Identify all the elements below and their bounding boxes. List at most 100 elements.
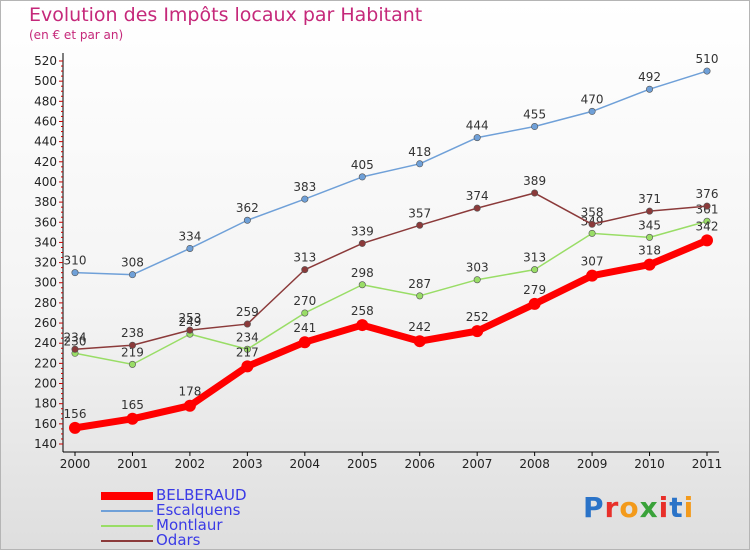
- x-tick-label: 2001: [117, 457, 148, 471]
- data-label: 259: [236, 305, 259, 319]
- legend-item-escalquens: Escalquens: [101, 501, 301, 519]
- data-label: 258: [351, 304, 374, 318]
- data-point: [416, 160, 424, 168]
- legend-swatch: [101, 510, 153, 512]
- data-label: 358: [581, 205, 604, 219]
- legend-swatch: [101, 492, 153, 500]
- x-tick-label: 2011: [692, 457, 723, 471]
- x-tick-label: 2009: [577, 457, 608, 471]
- data-point: [473, 204, 481, 212]
- y-tick-label: 240: [34, 336, 57, 350]
- y-tick-label: 140: [34, 437, 57, 451]
- data-point: [358, 239, 366, 247]
- data-label: 339: [351, 224, 374, 238]
- y-tick-label: 220: [34, 356, 57, 370]
- y-tick-label: 160: [34, 417, 57, 431]
- legend-item-montlaur: Montlaur: [101, 516, 301, 534]
- data-label: 455: [523, 108, 546, 122]
- data-point: [128, 360, 136, 368]
- data-point: [358, 281, 366, 289]
- data-label: 376: [696, 187, 719, 201]
- data-label: 165: [121, 398, 144, 412]
- data-point: [646, 85, 654, 93]
- y-tick-label: 280: [34, 296, 57, 310]
- data-point: [71, 269, 79, 277]
- data-label: 345: [638, 218, 661, 232]
- data-label: 362: [236, 201, 259, 215]
- data-label: 241: [293, 321, 316, 335]
- data-point: [473, 134, 481, 142]
- data-label: 219: [121, 345, 144, 359]
- data-point: [71, 345, 79, 353]
- data-point: [473, 276, 481, 284]
- data-point: [128, 271, 136, 279]
- series-line-escalquens: [74, 70, 708, 276]
- y-tick-label: 440: [34, 135, 57, 149]
- data-point: [416, 221, 424, 229]
- x-tick-label: 2004: [290, 457, 321, 471]
- data-point: [586, 269, 599, 282]
- data-label: 287: [408, 277, 431, 291]
- data-point: [241, 360, 254, 373]
- data-label: 298: [351, 266, 374, 280]
- data-label: 252: [466, 310, 489, 324]
- data-point: [301, 195, 309, 203]
- data-point: [703, 217, 711, 225]
- proxiti-logo: Proxiti: [583, 491, 694, 524]
- data-point: [126, 412, 139, 425]
- legend-item-belberaud: BELBERAUD: [101, 486, 301, 504]
- data-label: 234: [64, 330, 87, 344]
- data-label: 357: [408, 206, 431, 220]
- y-tick-label: 420: [34, 155, 57, 169]
- data-label: 242: [408, 320, 431, 334]
- data-point: [243, 320, 251, 328]
- data-label: 307: [581, 255, 604, 269]
- y-tick-label: 320: [34, 256, 57, 270]
- data-point: [703, 202, 711, 210]
- data-point: [701, 234, 713, 247]
- y-tick-label: 480: [34, 94, 57, 108]
- legend-label: Odars: [156, 531, 201, 549]
- data-label: 217: [236, 345, 259, 359]
- data-label: 234: [236, 330, 259, 344]
- data-point: [186, 326, 194, 334]
- x-tick-label: 2003: [232, 457, 263, 471]
- y-tick-label: 520: [34, 54, 57, 68]
- logo-letter: P: [583, 491, 605, 524]
- data-point: [243, 216, 251, 224]
- x-tick-label: 2005: [347, 457, 378, 471]
- data-label: 230: [64, 334, 87, 348]
- data-point: [528, 297, 541, 310]
- legend-label: Montlaur: [156, 516, 223, 534]
- data-point: [703, 67, 711, 75]
- logo-letter: i: [683, 491, 695, 524]
- x-tick-label: 2006: [404, 457, 435, 471]
- data-point: [588, 107, 596, 115]
- logo-letter: i: [658, 491, 670, 524]
- y-tick-label: 500: [34, 74, 57, 88]
- data-label: 308: [121, 256, 144, 270]
- data-point: [531, 266, 539, 274]
- legend-label: Escalquens: [156, 501, 241, 519]
- data-point: [588, 229, 596, 237]
- logo-letter: o: [619, 491, 640, 524]
- y-tick-label: 460: [34, 114, 57, 128]
- data-point: [416, 292, 424, 300]
- data-point: [588, 220, 596, 228]
- data-point: [301, 266, 309, 274]
- chart-title: Evolution des Impôts locaux par Habitant: [29, 4, 423, 26]
- series-line-odars: [74, 192, 708, 351]
- data-point: [413, 335, 426, 348]
- data-label: 470: [581, 92, 604, 106]
- y-tick-label: 400: [34, 175, 57, 189]
- data-point: [128, 341, 136, 349]
- data-label: 334: [178, 229, 201, 243]
- data-label: 238: [121, 326, 144, 340]
- logo-letter: t: [669, 491, 684, 524]
- y-tick-label: 340: [34, 235, 57, 249]
- legend-label: BELBERAUD: [156, 486, 247, 504]
- data-point: [531, 189, 539, 197]
- data-point: [646, 233, 654, 241]
- y-tick-label: 360: [34, 215, 57, 229]
